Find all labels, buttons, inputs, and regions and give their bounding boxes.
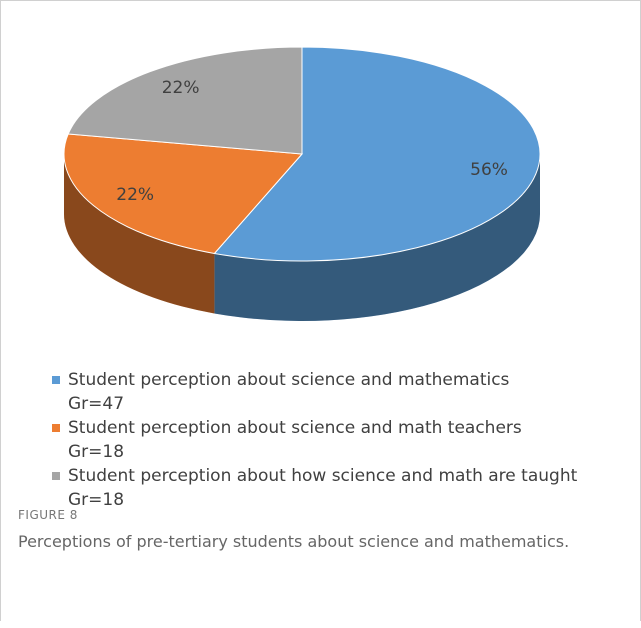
slice-side-shade xyxy=(214,154,541,321)
legend-label: Student perception about science and mat… xyxy=(68,418,522,462)
legend-entry: Student perception about how science and… xyxy=(48,464,628,512)
chart: 56% 22% 22% xyxy=(63,46,541,321)
slice-side-shade xyxy=(64,154,215,314)
data-label: 22% xyxy=(116,185,154,205)
data-label: 22% xyxy=(162,78,200,98)
legend: Student perception about science and mat… xyxy=(48,368,628,512)
legend-swatch xyxy=(52,472,60,480)
slice xyxy=(67,46,303,155)
figure-caption: Perceptions of pre-tertiary students abo… xyxy=(18,532,570,551)
slice xyxy=(63,133,304,255)
figure-label: FIGURE 8 xyxy=(18,508,78,522)
legend-swatch xyxy=(52,424,60,432)
data-label: 56% xyxy=(470,160,508,180)
legend-entry: Student perception about science and mat… xyxy=(48,416,628,464)
legend-label: Student perception about how science and… xyxy=(68,466,578,510)
legend-entry: Student perception about science and mat… xyxy=(48,368,628,416)
slice xyxy=(213,46,541,262)
slice-side xyxy=(64,154,215,314)
legend-swatch xyxy=(52,376,60,384)
legend-label: Student perception about science and mat… xyxy=(68,370,510,414)
slice-side xyxy=(214,154,541,321)
